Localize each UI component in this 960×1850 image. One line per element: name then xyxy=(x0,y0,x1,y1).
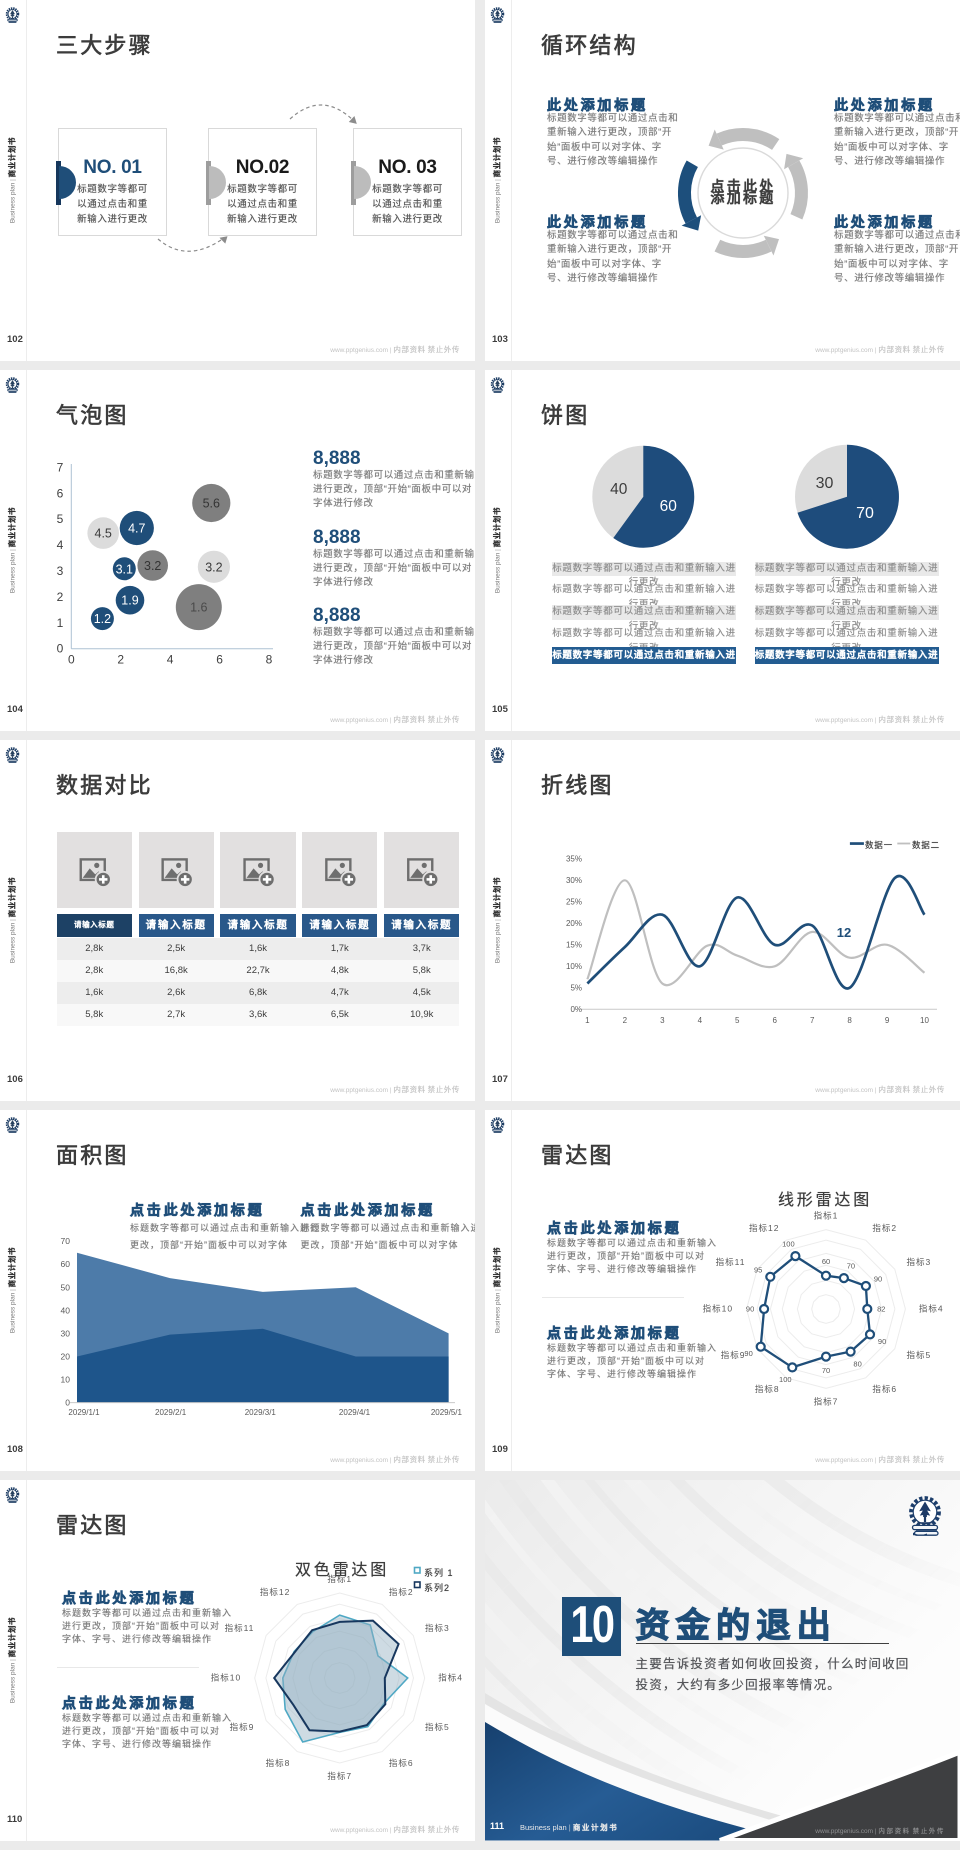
svg-text:指标12: 指标12 xyxy=(749,1223,779,1233)
svg-text:70: 70 xyxy=(822,1366,830,1375)
svg-text:40: 40 xyxy=(61,1305,71,1315)
svg-text:7: 7 xyxy=(57,460,64,474)
svg-text:1.9: 1.9 xyxy=(121,594,138,608)
svg-text:60: 60 xyxy=(822,1257,830,1266)
svg-text:4: 4 xyxy=(57,538,64,552)
svg-text:3.2: 3.2 xyxy=(144,559,161,573)
svg-text:100: 100 xyxy=(782,1239,795,1248)
svg-text:0%: 0% xyxy=(570,1005,582,1014)
svg-text:3: 3 xyxy=(660,1016,665,1025)
svg-text:指标7: 指标7 xyxy=(814,1396,839,1406)
svg-text:指标5: 指标5 xyxy=(425,1722,450,1732)
svg-text:20%: 20% xyxy=(566,919,582,928)
svg-text:指标4: 指标4 xyxy=(919,1304,944,1314)
svg-text:2029/3/1: 2029/3/1 xyxy=(245,1408,277,1417)
svg-text:90: 90 xyxy=(874,1275,882,1284)
svg-text:30%: 30% xyxy=(566,876,582,885)
svg-text:60: 60 xyxy=(61,1259,71,1269)
svg-text:指标11: 指标11 xyxy=(716,1257,746,1267)
svg-text:35%: 35% xyxy=(566,855,582,864)
svg-text:指标4: 指标4 xyxy=(438,1673,463,1683)
svg-text:30: 30 xyxy=(61,1328,71,1338)
svg-text:12: 12 xyxy=(837,925,851,940)
svg-text:指标6: 指标6 xyxy=(389,1758,414,1768)
svg-text:100: 100 xyxy=(779,1375,792,1384)
svg-text:0: 0 xyxy=(68,653,75,667)
svg-text:指标3: 指标3 xyxy=(907,1257,932,1267)
svg-text:90: 90 xyxy=(746,1305,754,1314)
svg-text:1: 1 xyxy=(57,616,64,630)
svg-text:指标1: 指标1 xyxy=(327,1574,352,1584)
svg-text:4: 4 xyxy=(167,653,174,667)
svg-text:指标12: 指标12 xyxy=(260,1587,290,1597)
svg-text:7: 7 xyxy=(810,1016,815,1025)
svg-text:指标9: 指标9 xyxy=(230,1722,255,1732)
svg-text:20: 20 xyxy=(61,1352,71,1362)
svg-text:25%: 25% xyxy=(566,898,582,907)
svg-text:6: 6 xyxy=(772,1016,777,1025)
svg-text:50: 50 xyxy=(61,1282,71,1292)
svg-text:5: 5 xyxy=(57,512,64,526)
svg-text:9: 9 xyxy=(885,1016,890,1025)
svg-text:6: 6 xyxy=(57,486,64,500)
svg-text:90: 90 xyxy=(878,1337,886,1346)
svg-text:2: 2 xyxy=(57,590,64,604)
svg-text:60: 60 xyxy=(660,498,678,515)
svg-text:指标3: 指标3 xyxy=(425,1623,450,1633)
svg-text:3.1: 3.1 xyxy=(116,562,133,576)
svg-text:10: 10 xyxy=(61,1375,71,1385)
svg-text:2029/1/1: 2029/1/1 xyxy=(68,1408,100,1417)
svg-text:4: 4 xyxy=(698,1016,703,1025)
svg-text:5: 5 xyxy=(735,1016,740,1025)
svg-text:1: 1 xyxy=(585,1016,590,1025)
svg-text:1.6: 1.6 xyxy=(190,601,207,615)
svg-text:指标8: 指标8 xyxy=(266,1758,291,1768)
svg-text:指标2: 指标2 xyxy=(872,1223,897,1233)
svg-text:82: 82 xyxy=(877,1305,885,1314)
svg-text:2029/5/1: 2029/5/1 xyxy=(431,1408,463,1417)
svg-text:指标2: 指标2 xyxy=(389,1587,414,1597)
svg-text:2: 2 xyxy=(117,653,124,667)
svg-text:6: 6 xyxy=(216,653,223,667)
svg-text:5%: 5% xyxy=(570,984,582,993)
svg-text:2029/2/1: 2029/2/1 xyxy=(155,1408,187,1417)
svg-text:10: 10 xyxy=(920,1016,929,1025)
svg-text:指标10: 指标10 xyxy=(211,1673,241,1683)
svg-text:3.2: 3.2 xyxy=(205,560,222,574)
svg-text:指标11: 指标11 xyxy=(225,1623,255,1633)
svg-text:30: 30 xyxy=(816,475,834,492)
svg-text:0: 0 xyxy=(57,642,64,656)
svg-text:80: 80 xyxy=(853,1359,861,1368)
svg-text:70: 70 xyxy=(61,1236,71,1246)
svg-text:4.7: 4.7 xyxy=(128,522,145,536)
svg-text:8: 8 xyxy=(847,1016,852,1025)
svg-text:95: 95 xyxy=(754,1265,762,1274)
svg-text:2: 2 xyxy=(623,1016,628,1025)
svg-text:5.6: 5.6 xyxy=(203,497,220,511)
svg-text:指标1: 指标1 xyxy=(814,1211,839,1221)
svg-text:3: 3 xyxy=(57,564,64,578)
svg-text:指标6: 指标6 xyxy=(872,1384,897,1394)
svg-text:10%: 10% xyxy=(566,962,582,971)
svg-text:指标7: 指标7 xyxy=(327,1771,352,1781)
svg-text:40: 40 xyxy=(610,481,628,498)
svg-text:70: 70 xyxy=(856,505,874,522)
svg-text:指标8: 指标8 xyxy=(755,1384,780,1394)
svg-text:0: 0 xyxy=(65,1398,70,1408)
svg-text:指标10: 指标10 xyxy=(703,1304,733,1314)
svg-text:指标5: 指标5 xyxy=(907,1350,932,1360)
svg-text:70: 70 xyxy=(847,1261,855,1270)
svg-text:2029/4/1: 2029/4/1 xyxy=(339,1408,371,1417)
svg-text:4.5: 4.5 xyxy=(95,527,112,541)
svg-text:1.2: 1.2 xyxy=(94,612,111,626)
svg-text:90: 90 xyxy=(744,1349,752,1358)
svg-text:指标9: 指标9 xyxy=(721,1350,746,1360)
svg-text:8: 8 xyxy=(266,653,273,667)
svg-text:15%: 15% xyxy=(566,941,582,950)
